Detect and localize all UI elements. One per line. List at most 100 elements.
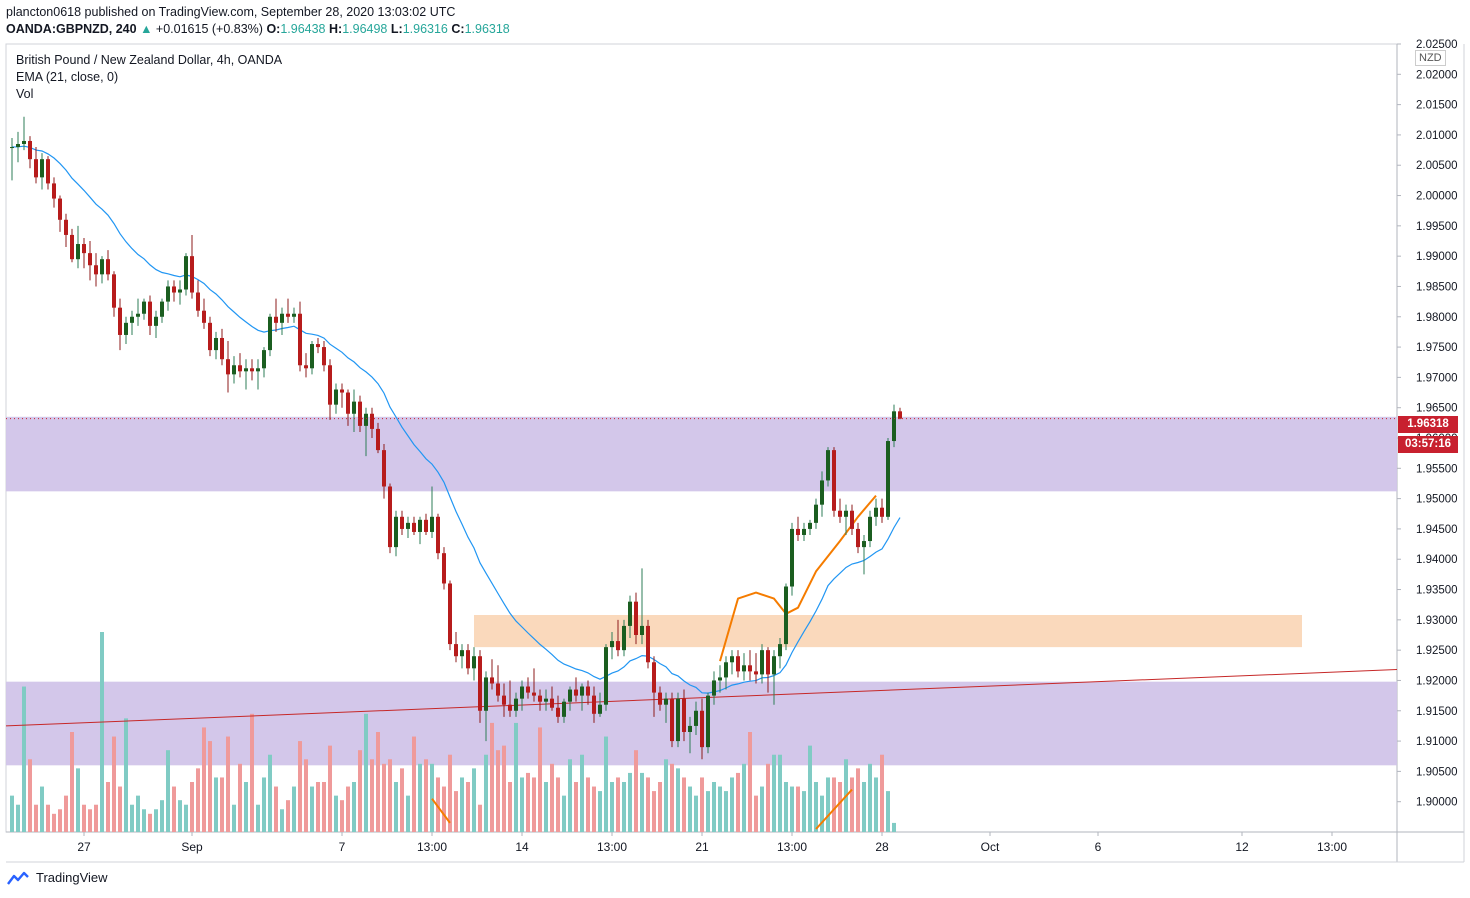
candle-body[interactable] (292, 313, 296, 317)
candle-body[interactable] (460, 650, 464, 657)
candle-body[interactable] (10, 147, 14, 149)
candle-body[interactable] (190, 256, 194, 293)
candle-body[interactable] (472, 656, 476, 669)
candle-body[interactable] (526, 686, 530, 693)
upper-resistance-zone[interactable] (6, 416, 1397, 492)
currency-label[interactable]: NZD (1415, 50, 1446, 66)
candle-body[interactable] (346, 392, 350, 414)
candle-body[interactable] (280, 313, 284, 323)
candle-body[interactable] (556, 707, 560, 717)
candle-body[interactable] (742, 665, 746, 672)
candle-body[interactable] (64, 219, 68, 235)
candle-body[interactable] (736, 656, 740, 672)
candle-body[interactable] (838, 510, 842, 517)
candle-body[interactable] (358, 401, 362, 426)
candle-body[interactable] (430, 516, 434, 532)
candle-body[interactable] (412, 522, 416, 532)
candle-body[interactable] (154, 316, 158, 326)
trendline[interactable] (5, 669, 1398, 727)
candle-body[interactable] (184, 256, 188, 290)
candle-body[interactable] (82, 244, 86, 254)
candle-body[interactable] (298, 313, 302, 366)
candle-body[interactable] (502, 695, 506, 705)
candle-body[interactable] (58, 198, 62, 220)
candle-body[interactable] (604, 647, 608, 705)
candle-body[interactable] (88, 253, 92, 266)
candle-body[interactable] (406, 522, 410, 529)
candle-body[interactable] (172, 286, 176, 293)
candle-body[interactable] (34, 159, 38, 178)
candle-body[interactable] (52, 183, 56, 199)
candle-body[interactable] (682, 698, 686, 732)
candle-body[interactable] (202, 310, 206, 323)
candle-body[interactable] (712, 680, 716, 696)
candle-body[interactable] (262, 350, 266, 369)
ema-line[interactable] (11, 145, 901, 694)
candle-body[interactable] (490, 677, 494, 684)
drawn-curve[interactable] (719, 494, 877, 662)
candle-body[interactable] (898, 411, 902, 419)
candle-body[interactable] (820, 480, 824, 505)
candle-body[interactable] (328, 365, 332, 405)
candle-body[interactable] (148, 301, 152, 326)
candle-body[interactable] (634, 601, 638, 635)
candle-body[interactable] (886, 441, 890, 517)
candle-body[interactable] (250, 368, 254, 372)
candle-body[interactable] (724, 662, 728, 678)
drawn-curve-lower-left[interactable] (431, 798, 451, 824)
candle-body[interactable] (532, 692, 536, 696)
candle-body[interactable] (370, 413, 374, 429)
candle-body[interactable] (160, 301, 164, 317)
candle-body[interactable] (214, 337, 218, 351)
candle-body[interactable] (484, 677, 488, 711)
candle-body[interactable] (538, 695, 542, 702)
candle-body[interactable] (16, 144, 20, 148)
footer-brand[interactable]: TradingView (6, 870, 108, 885)
candle-body[interactable] (664, 698, 668, 705)
candle-body[interactable] (778, 644, 782, 657)
candle-body[interactable] (562, 701, 566, 717)
candle-body[interactable] (388, 486, 392, 548)
candle-body[interactable] (394, 516, 398, 548)
candle-body[interactable] (772, 656, 776, 675)
candle-body[interactable] (310, 344, 314, 369)
candle-body[interactable] (850, 510, 854, 529)
candle-body[interactable] (130, 316, 134, 323)
candle-body[interactable] (748, 665, 752, 672)
candle-body[interactable] (322, 347, 326, 366)
candle-body[interactable] (112, 274, 116, 308)
candle-body[interactable] (376, 428, 380, 451)
candle-body[interactable] (364, 413, 368, 426)
candle-body[interactable] (688, 725, 692, 732)
candle-body[interactable] (106, 259, 110, 275)
candle-body[interactable] (124, 322, 128, 335)
candle-body[interactable] (400, 516, 404, 529)
legend-volume[interactable]: Vol (16, 87, 34, 101)
candle-body[interactable] (286, 313, 290, 317)
candle-body[interactable] (142, 301, 146, 314)
candle-body[interactable] (76, 244, 80, 260)
candle-body[interactable] (790, 528, 794, 587)
candle-body[interactable] (196, 292, 200, 311)
candle-body[interactable] (844, 510, 848, 517)
candle-body[interactable] (46, 159, 50, 184)
legend-ema[interactable]: EMA (21, close, 0) (16, 70, 119, 84)
candle-body[interactable] (652, 662, 656, 693)
candle-body[interactable] (796, 528, 800, 535)
candle-body[interactable] (880, 507, 884, 517)
candle-body[interactable] (856, 528, 860, 548)
candle-body[interactable] (256, 368, 260, 372)
candle-body[interactable] (100, 259, 104, 275)
candle-body[interactable] (544, 698, 548, 702)
candle-body[interactable] (22, 140, 26, 145)
candle-body[interactable] (670, 698, 674, 742)
candle-body[interactable] (676, 698, 680, 742)
candle-body[interactable] (334, 389, 338, 405)
candle-body[interactable] (514, 698, 518, 711)
candle-body[interactable] (496, 683, 500, 696)
candle-body[interactable] (520, 686, 524, 699)
candle-body[interactable] (238, 365, 242, 372)
candle-body[interactable] (832, 450, 836, 511)
candle-body[interactable] (40, 159, 44, 178)
candle-body[interactable] (382, 450, 386, 487)
